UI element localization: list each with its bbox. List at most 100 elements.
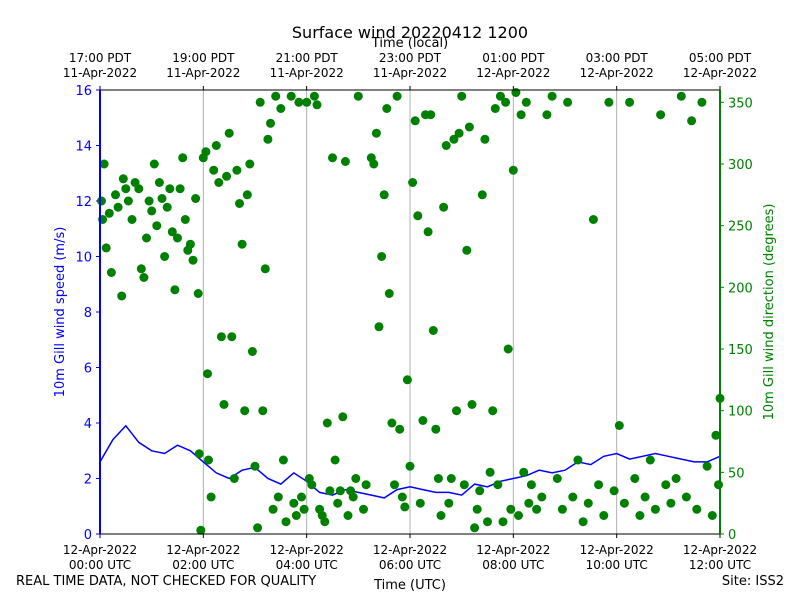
wind-direction-point	[498, 517, 508, 527]
bottom-tick-date: 12-Apr-2022	[373, 543, 447, 557]
wind-direction-point	[338, 412, 348, 422]
wind-direction-point	[625, 97, 635, 107]
wind-direction-point	[459, 480, 469, 490]
wind-direction-point	[139, 273, 149, 282]
wind-direction-point	[121, 184, 131, 194]
wind-direction-point	[467, 400, 477, 409]
wind-direction-point	[449, 134, 459, 144]
wind-direction-point	[369, 159, 379, 169]
wind-direction-point	[247, 347, 257, 356]
wind-direction-point	[307, 480, 317, 490]
wind-direction-point	[604, 97, 614, 107]
top-tick-time: 19:00 PDT	[172, 51, 235, 65]
wind-direction-point	[204, 455, 213, 465]
top-tick-date: 11-Apr-2022	[270, 66, 344, 80]
wind-direction-point	[402, 375, 412, 385]
wind-direction-point	[203, 369, 212, 379]
right-tick-label: 50	[728, 466, 745, 481]
wind-direction-point	[431, 424, 441, 434]
wind-direction-point	[444, 498, 454, 508]
wind-direction-point	[563, 97, 573, 107]
wind-direction-point	[165, 184, 175, 194]
wind-direction-point	[286, 91, 296, 101]
wind-direction-point	[299, 504, 309, 514]
wind-direction-point	[392, 91, 402, 101]
wind-direction-point	[526, 480, 536, 490]
wind-direction-point	[193, 289, 203, 298]
wind-direction-point	[702, 461, 712, 471]
wind-direction-point	[519, 467, 529, 477]
wind-direction-point	[423, 227, 433, 237]
wind-direction-point	[382, 104, 392, 113]
wind-direction-point	[196, 525, 206, 535]
wind-direction-point	[578, 517, 588, 527]
wind-direction-point	[359, 504, 368, 514]
wind-direction-point	[222, 171, 232, 181]
wind-direction-point	[154, 178, 164, 187]
left-tick-label: 2	[84, 473, 92, 488]
right-axis-label: 10m Gill wind direction (degrees)	[762, 204, 777, 421]
wind-direction-point	[170, 285, 180, 295]
wind-direction-point	[348, 492, 358, 502]
left-axis-ticks: 0 2 4 6 8 10 12 14 16	[75, 84, 100, 543]
top-tick-time: 23:00 PDT	[379, 51, 442, 65]
wind-direction-point	[426, 110, 436, 120]
wind-direction-point	[157, 194, 167, 203]
top-axis-label: Time (local)	[371, 36, 448, 51]
wind-direction-point	[242, 190, 252, 200]
wind-direction-point	[361, 480, 371, 490]
top-tick-time: 21:00 PDT	[276, 51, 339, 65]
wind-direction-point	[175, 184, 185, 194]
right-tick-label: 350	[728, 96, 753, 111]
wind-direction-point	[322, 418, 332, 428]
wind-direction-point	[235, 199, 244, 208]
wind-direction-point	[524, 498, 534, 508]
wind-direction-point	[687, 116, 697, 126]
wind-direction-point	[330, 455, 340, 465]
wind-direction-point	[464, 122, 474, 132]
wind-direction-point	[532, 504, 542, 514]
right-tick-label: 150	[728, 343, 753, 358]
wind-direction-point	[488, 406, 498, 416]
wind-direction-point	[227, 332, 237, 342]
left-axis-label: 10m Gill wind speed (m/s)	[53, 227, 68, 398]
top-tick-date: 11-Apr-2022	[166, 66, 240, 80]
wind-direction-point	[178, 153, 188, 163]
wind-direction-point	[397, 492, 407, 502]
bottom-tick-date: 12-Apr-2022	[270, 543, 344, 557]
wind-direction-point	[173, 233, 182, 243]
wind-direction-point	[537, 492, 547, 502]
bottom-tick-date: 12-Apr-2022	[166, 543, 240, 557]
wind-direction-point	[374, 322, 384, 332]
top-tick-date: 11-Apr-2022	[373, 66, 447, 80]
wind-direction-point	[387, 418, 397, 428]
wind-direction-point	[609, 486, 619, 496]
wind-direction-point	[237, 239, 247, 249]
bottom-tick-date: 12-Apr-2022	[580, 543, 654, 557]
wind-direction-point	[552, 474, 562, 483]
wind-direction-point	[521, 97, 531, 107]
wind-direction-point	[485, 467, 495, 477]
wind-direction-point	[436, 511, 446, 520]
wind-direction-point	[614, 421, 624, 430]
left-tick-label: 16	[75, 84, 92, 99]
wind-direction-point	[167, 227, 177, 237]
wind-direction-point	[104, 208, 114, 218]
wind-direction-point	[211, 141, 221, 150]
wind-direction-point	[273, 492, 283, 502]
wind-direction-point	[333, 498, 343, 508]
wind-direction-point	[101, 243, 111, 253]
bottom-tick-time: 10:00 UTC	[586, 558, 648, 572]
left-tick-label: 4	[84, 417, 92, 432]
wind-direction-point	[278, 455, 288, 465]
bottom-tick-time: 02:00 UTC	[172, 558, 234, 572]
wind-direction-point	[379, 190, 389, 200]
wind-direction-point	[395, 424, 405, 434]
left-tick-label: 12	[75, 195, 92, 210]
wind-direction-point	[645, 455, 655, 465]
wind-direction-point	[681, 492, 691, 502]
wind-direction-point	[599, 511, 609, 520]
top-tick-time: 17:00 PDT	[69, 51, 132, 65]
wind-direction-point	[573, 455, 583, 465]
wind-direction-point	[472, 504, 482, 514]
